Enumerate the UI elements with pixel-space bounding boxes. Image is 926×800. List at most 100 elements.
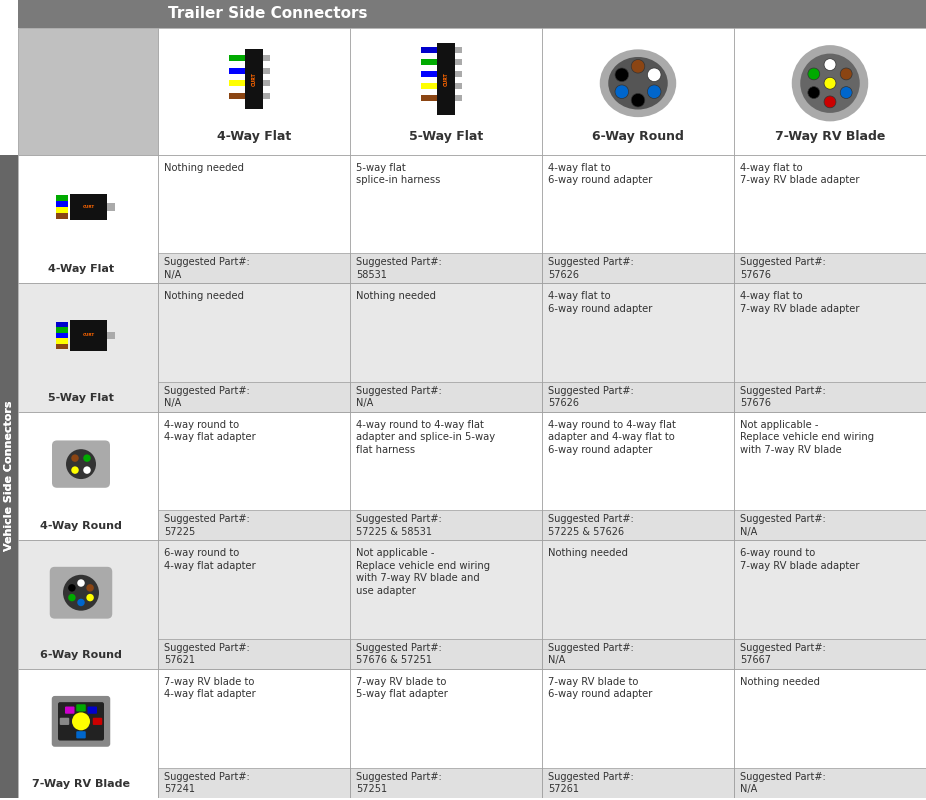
- FancyBboxPatch shape: [734, 382, 926, 412]
- FancyBboxPatch shape: [350, 283, 542, 412]
- FancyBboxPatch shape: [350, 28, 542, 154]
- FancyBboxPatch shape: [350, 412, 542, 540]
- FancyBboxPatch shape: [52, 696, 110, 746]
- FancyBboxPatch shape: [421, 59, 437, 65]
- Text: 4-Way Flat: 4-Way Flat: [48, 264, 114, 274]
- FancyBboxPatch shape: [93, 718, 102, 725]
- FancyBboxPatch shape: [230, 67, 244, 74]
- FancyBboxPatch shape: [56, 201, 69, 207]
- Text: 7-way RV blade to
5-way flat adapter: 7-way RV blade to 5-way flat adapter: [356, 677, 448, 699]
- FancyBboxPatch shape: [18, 412, 158, 540]
- FancyBboxPatch shape: [52, 441, 110, 488]
- FancyBboxPatch shape: [18, 28, 158, 154]
- FancyBboxPatch shape: [158, 768, 350, 798]
- FancyBboxPatch shape: [76, 704, 86, 711]
- Text: Suggested Part#:
58531: Suggested Part#: 58531: [356, 258, 442, 280]
- Text: Nothing needed: Nothing needed: [548, 548, 628, 558]
- FancyBboxPatch shape: [734, 28, 926, 154]
- Text: Suggested Part#:
N/A: Suggested Part#: N/A: [740, 514, 826, 537]
- Ellipse shape: [608, 57, 668, 110]
- FancyBboxPatch shape: [542, 283, 734, 412]
- FancyBboxPatch shape: [230, 55, 244, 61]
- FancyBboxPatch shape: [456, 47, 462, 53]
- Circle shape: [800, 54, 859, 113]
- Text: Nothing needed: Nothing needed: [740, 677, 820, 687]
- Circle shape: [615, 85, 629, 98]
- FancyBboxPatch shape: [18, 283, 158, 412]
- FancyBboxPatch shape: [263, 93, 270, 99]
- FancyBboxPatch shape: [158, 283, 350, 412]
- FancyBboxPatch shape: [542, 382, 734, 412]
- Text: Not applicable -
Replace vehicle end wiring
with 7-way RV blade and
use adapter: Not applicable - Replace vehicle end wir…: [356, 548, 490, 595]
- Text: 6-Way Round: 6-Way Round: [592, 130, 684, 143]
- Circle shape: [840, 68, 852, 80]
- FancyBboxPatch shape: [542, 28, 734, 154]
- FancyBboxPatch shape: [734, 254, 926, 283]
- Circle shape: [71, 466, 79, 474]
- FancyBboxPatch shape: [158, 154, 350, 283]
- FancyBboxPatch shape: [350, 639, 542, 669]
- Text: Suggested Part#:
57676: Suggested Part#: 57676: [740, 258, 826, 280]
- Circle shape: [71, 454, 79, 462]
- FancyBboxPatch shape: [60, 718, 69, 725]
- FancyBboxPatch shape: [350, 154, 542, 283]
- Text: Suggested Part#:
57626: Suggested Part#: 57626: [548, 386, 633, 408]
- FancyBboxPatch shape: [734, 412, 926, 540]
- Text: Suggested Part#:
N/A: Suggested Part#: N/A: [740, 772, 826, 794]
- FancyBboxPatch shape: [230, 80, 244, 86]
- Text: 7-way RV blade to
4-way flat adapter: 7-way RV blade to 4-way flat adapter: [164, 677, 256, 699]
- FancyBboxPatch shape: [350, 669, 542, 798]
- Text: Suggested Part#:
57667: Suggested Part#: 57667: [740, 643, 826, 666]
- FancyBboxPatch shape: [58, 702, 104, 741]
- FancyBboxPatch shape: [18, 154, 158, 283]
- FancyBboxPatch shape: [18, 540, 158, 669]
- FancyBboxPatch shape: [542, 412, 734, 540]
- Text: Suggested Part#:
N/A: Suggested Part#: N/A: [164, 386, 250, 408]
- Text: Vehicle Side Connectors: Vehicle Side Connectors: [4, 401, 14, 551]
- Text: 4-way round to
4-way flat adapter: 4-way round to 4-way flat adapter: [164, 420, 256, 442]
- Text: 4-way round to 4-way flat
adapter and splice-in 5-way
flat harness: 4-way round to 4-way flat adapter and sp…: [356, 420, 495, 454]
- Circle shape: [77, 579, 85, 586]
- Circle shape: [69, 584, 76, 592]
- Circle shape: [824, 58, 836, 70]
- FancyBboxPatch shape: [158, 639, 350, 669]
- Text: 5-Way Flat: 5-Way Flat: [409, 130, 483, 143]
- FancyBboxPatch shape: [158, 510, 350, 540]
- FancyBboxPatch shape: [437, 43, 456, 115]
- Text: CURT: CURT: [82, 205, 94, 209]
- FancyBboxPatch shape: [734, 639, 926, 669]
- FancyBboxPatch shape: [734, 540, 926, 669]
- FancyBboxPatch shape: [158, 28, 350, 154]
- FancyBboxPatch shape: [456, 59, 462, 65]
- Circle shape: [824, 96, 836, 108]
- FancyBboxPatch shape: [56, 344, 69, 350]
- FancyBboxPatch shape: [734, 669, 926, 798]
- FancyBboxPatch shape: [734, 154, 926, 283]
- Text: 4-way flat to
6-way round adapter: 4-way flat to 6-way round adapter: [548, 162, 653, 185]
- FancyBboxPatch shape: [158, 412, 350, 540]
- FancyBboxPatch shape: [158, 254, 350, 283]
- FancyBboxPatch shape: [76, 731, 86, 738]
- FancyBboxPatch shape: [421, 94, 437, 101]
- Text: Vehicle Side Connectors: Vehicle Side Connectors: [4, 401, 14, 551]
- FancyBboxPatch shape: [158, 382, 350, 412]
- Text: Suggested Part#:
57676 & 57251: Suggested Part#: 57676 & 57251: [356, 643, 442, 666]
- FancyBboxPatch shape: [158, 540, 350, 669]
- Text: 4-Way Round: 4-Way Round: [40, 522, 122, 531]
- Text: 4-way round to 4-way flat
adapter and 4-way flat to
6-way round adapter: 4-way round to 4-way flat adapter and 4-…: [548, 420, 676, 454]
- Circle shape: [72, 712, 90, 730]
- Circle shape: [647, 68, 661, 82]
- FancyBboxPatch shape: [263, 55, 270, 61]
- FancyBboxPatch shape: [350, 382, 542, 412]
- FancyBboxPatch shape: [350, 768, 542, 798]
- Text: Suggested Part#:
57621: Suggested Part#: 57621: [164, 643, 250, 666]
- FancyBboxPatch shape: [263, 80, 270, 86]
- FancyBboxPatch shape: [421, 71, 437, 77]
- FancyBboxPatch shape: [421, 83, 437, 89]
- FancyBboxPatch shape: [56, 338, 69, 344]
- FancyBboxPatch shape: [542, 639, 734, 669]
- Text: 5-way flat
splice-in harness: 5-way flat splice-in harness: [356, 162, 441, 185]
- Text: CURT: CURT: [444, 72, 448, 86]
- FancyBboxPatch shape: [56, 213, 69, 219]
- Circle shape: [824, 78, 836, 89]
